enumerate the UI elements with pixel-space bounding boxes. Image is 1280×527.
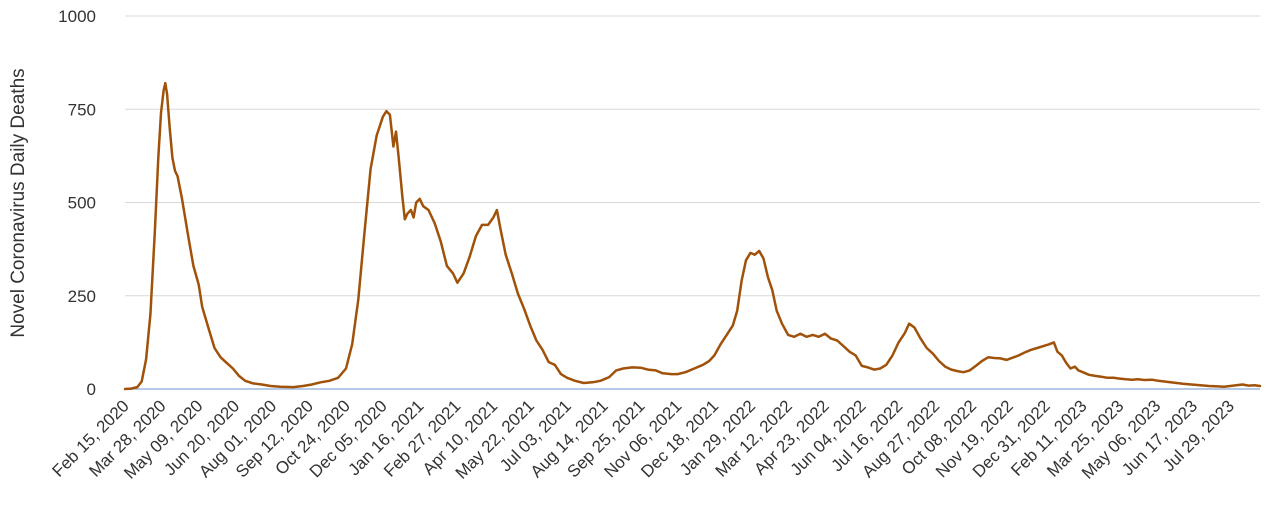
y-tick-label: 750 <box>68 100 96 119</box>
y-tick-label: 500 <box>68 194 96 213</box>
y-axis-ticks: 0 250 500 750 1000 <box>58 7 96 399</box>
series-line-daily-deaths <box>123 81 1262 391</box>
grid-lines <box>125 15 1260 297</box>
y-axis-label: Novel Coronavirus Daily Deaths <box>8 68 29 337</box>
y-tick-label: 250 <box>68 287 96 306</box>
y-tick-label: 0 <box>87 380 96 399</box>
y-tick-label: 1000 <box>58 7 96 26</box>
